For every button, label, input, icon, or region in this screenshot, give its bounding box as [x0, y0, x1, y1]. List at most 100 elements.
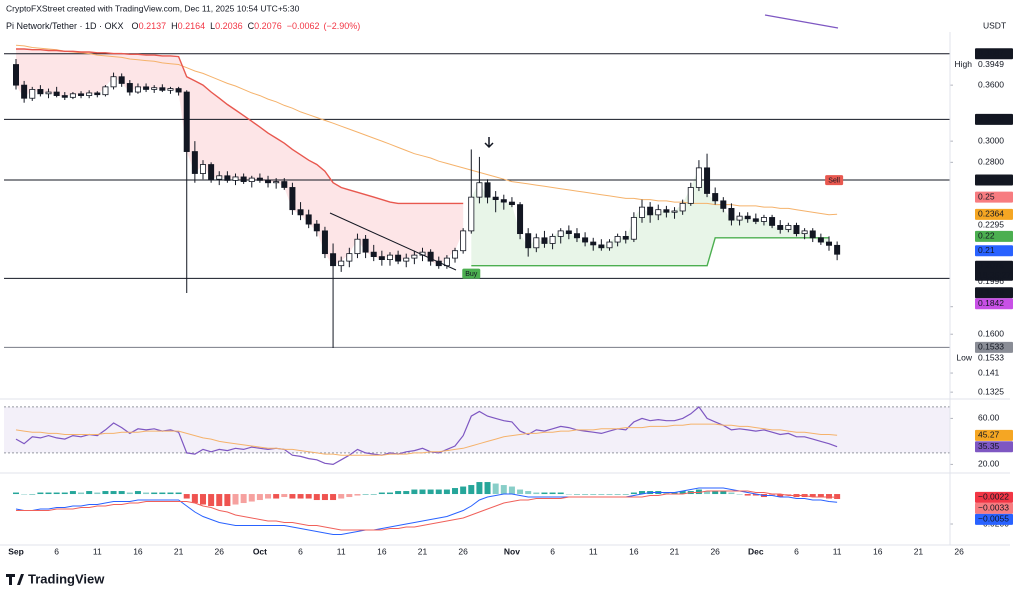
price-badge-label: 0.21: [978, 245, 995, 255]
candle-body: [61, 95, 68, 98]
candle-body: [118, 76, 125, 84]
candle-body: [94, 92, 101, 96]
x-tick-label: 16: [133, 546, 143, 556]
candle-body: [671, 210, 678, 213]
price-badge-label: 0.2364: [978, 209, 1004, 219]
macd-histogram-bar: [573, 494, 580, 495]
macd-histogram-bar: [126, 492, 133, 495]
macd-histogram-bar: [720, 491, 727, 495]
price-badge: [975, 245, 1013, 257]
price-badge-label: 0.3987: [978, 48, 1004, 58]
candle-body: [492, 196, 499, 201]
macd-histogram-bar: [37, 492, 44, 495]
x-tick-label: 21: [174, 546, 184, 556]
quote-key: O: [132, 21, 139, 31]
candle-body: [232, 176, 239, 181]
candle-body: [785, 225, 792, 230]
price-badge-label: 0.2076: [978, 260, 1004, 270]
macd-histogram-bar: [362, 494, 369, 495]
macd-histogram-bar: [61, 492, 68, 495]
macd-histogram-bar: [305, 494, 312, 499]
macd-histogram-bar: [460, 486, 467, 495]
candle-body: [655, 209, 662, 216]
quote-key: L: [210, 21, 215, 31]
macd-histogram-bar: [321, 494, 328, 501]
price-badge-label: 0.1919: [978, 287, 1004, 297]
candle-body: [630, 217, 637, 240]
candle-body: [216, 175, 223, 180]
macd-histogram-bar: [752, 494, 759, 496]
macd-histogram-bar: [134, 491, 141, 495]
candle-body: [208, 164, 215, 180]
price-badge-label: 0.1842: [978, 298, 1004, 308]
macd-histogram-bar: [614, 494, 621, 495]
macd-histogram-bar: [809, 494, 816, 498]
quote-key: C: [248, 21, 255, 31]
x-tick-label: 26: [954, 546, 964, 556]
macd-histogram-bar: [86, 491, 93, 495]
candle-body: [378, 256, 385, 261]
macd-histogram-bar: [525, 491, 532, 495]
candle-body: [143, 86, 150, 90]
macd-line: [16, 490, 838, 531]
macd-histogram-bar: [663, 492, 670, 495]
candle-body: [769, 217, 776, 226]
candle-body: [248, 177, 255, 182]
candle-body: [476, 182, 483, 198]
macd-histogram-bar: [427, 489, 434, 495]
price-badge: [975, 287, 1013, 299]
logo: TradingView: [6, 571, 105, 586]
price-badge: [975, 429, 1013, 441]
buy-label: Buy: [465, 271, 478, 278]
macd-histogram-bar: [354, 494, 361, 496]
credit: CryptoFXStreet created with TradingView.…: [6, 3, 300, 13]
macd-histogram-bar: [435, 489, 442, 495]
candle-body: [452, 250, 459, 259]
candle-body: [289, 187, 296, 211]
macd-histogram-bar: [69, 491, 76, 495]
macd-histogram-bar: [78, 492, 85, 495]
macd-histogram-bar: [216, 494, 223, 507]
candle-body: [78, 93, 85, 96]
quote-value: 0.2076: [254, 21, 282, 31]
candle-body: [273, 181, 280, 184]
candle-body: [598, 244, 605, 249]
arrow-annotation: [484, 137, 494, 149]
macd-histogram-bar: [281, 494, 288, 498]
x-tick-label: Oct: [253, 546, 267, 556]
macd-line: [15, 487, 838, 535]
sell-signal: [825, 175, 844, 186]
macd-histogram-bar: [452, 488, 459, 495]
candle-body: [712, 193, 719, 202]
candle-body: [565, 230, 572, 235]
candle-body: [557, 230, 564, 237]
indicator-line: [15, 406, 838, 466]
macd-histogram-bar: [232, 494, 239, 505]
x-tick-label: 6: [550, 546, 555, 556]
y-tick-label: 0.2800: [978, 157, 1004, 167]
candle-body: [582, 237, 589, 243]
macd-histogram-bar: [541, 492, 548, 495]
candle-body: [679, 202, 686, 212]
candle-body: [704, 167, 711, 194]
candle-body: [728, 208, 735, 221]
candle-body: [663, 209, 670, 213]
price-badge: [975, 208, 1013, 220]
x-tick-label: Nov: [504, 546, 520, 556]
candle-body: [395, 254, 402, 262]
macd-histogram-bar: [419, 489, 426, 495]
candle-body: [590, 241, 597, 246]
candle-body: [647, 206, 654, 216]
macd-histogram-bar: [695, 489, 702, 495]
candle-body: [151, 87, 158, 90]
indicator-line: [15, 423, 838, 456]
x-tick-label: 6: [794, 546, 799, 556]
candle-body: [305, 214, 312, 225]
macd-histogram-bar: [21, 494, 28, 495]
sell-label: Sell: [828, 177, 840, 184]
candle-body: [484, 182, 491, 198]
drawing-line: [764, 14, 839, 29]
candle-body: [265, 180, 272, 184]
buy-signal: [462, 268, 481, 279]
candle-body: [297, 209, 304, 216]
